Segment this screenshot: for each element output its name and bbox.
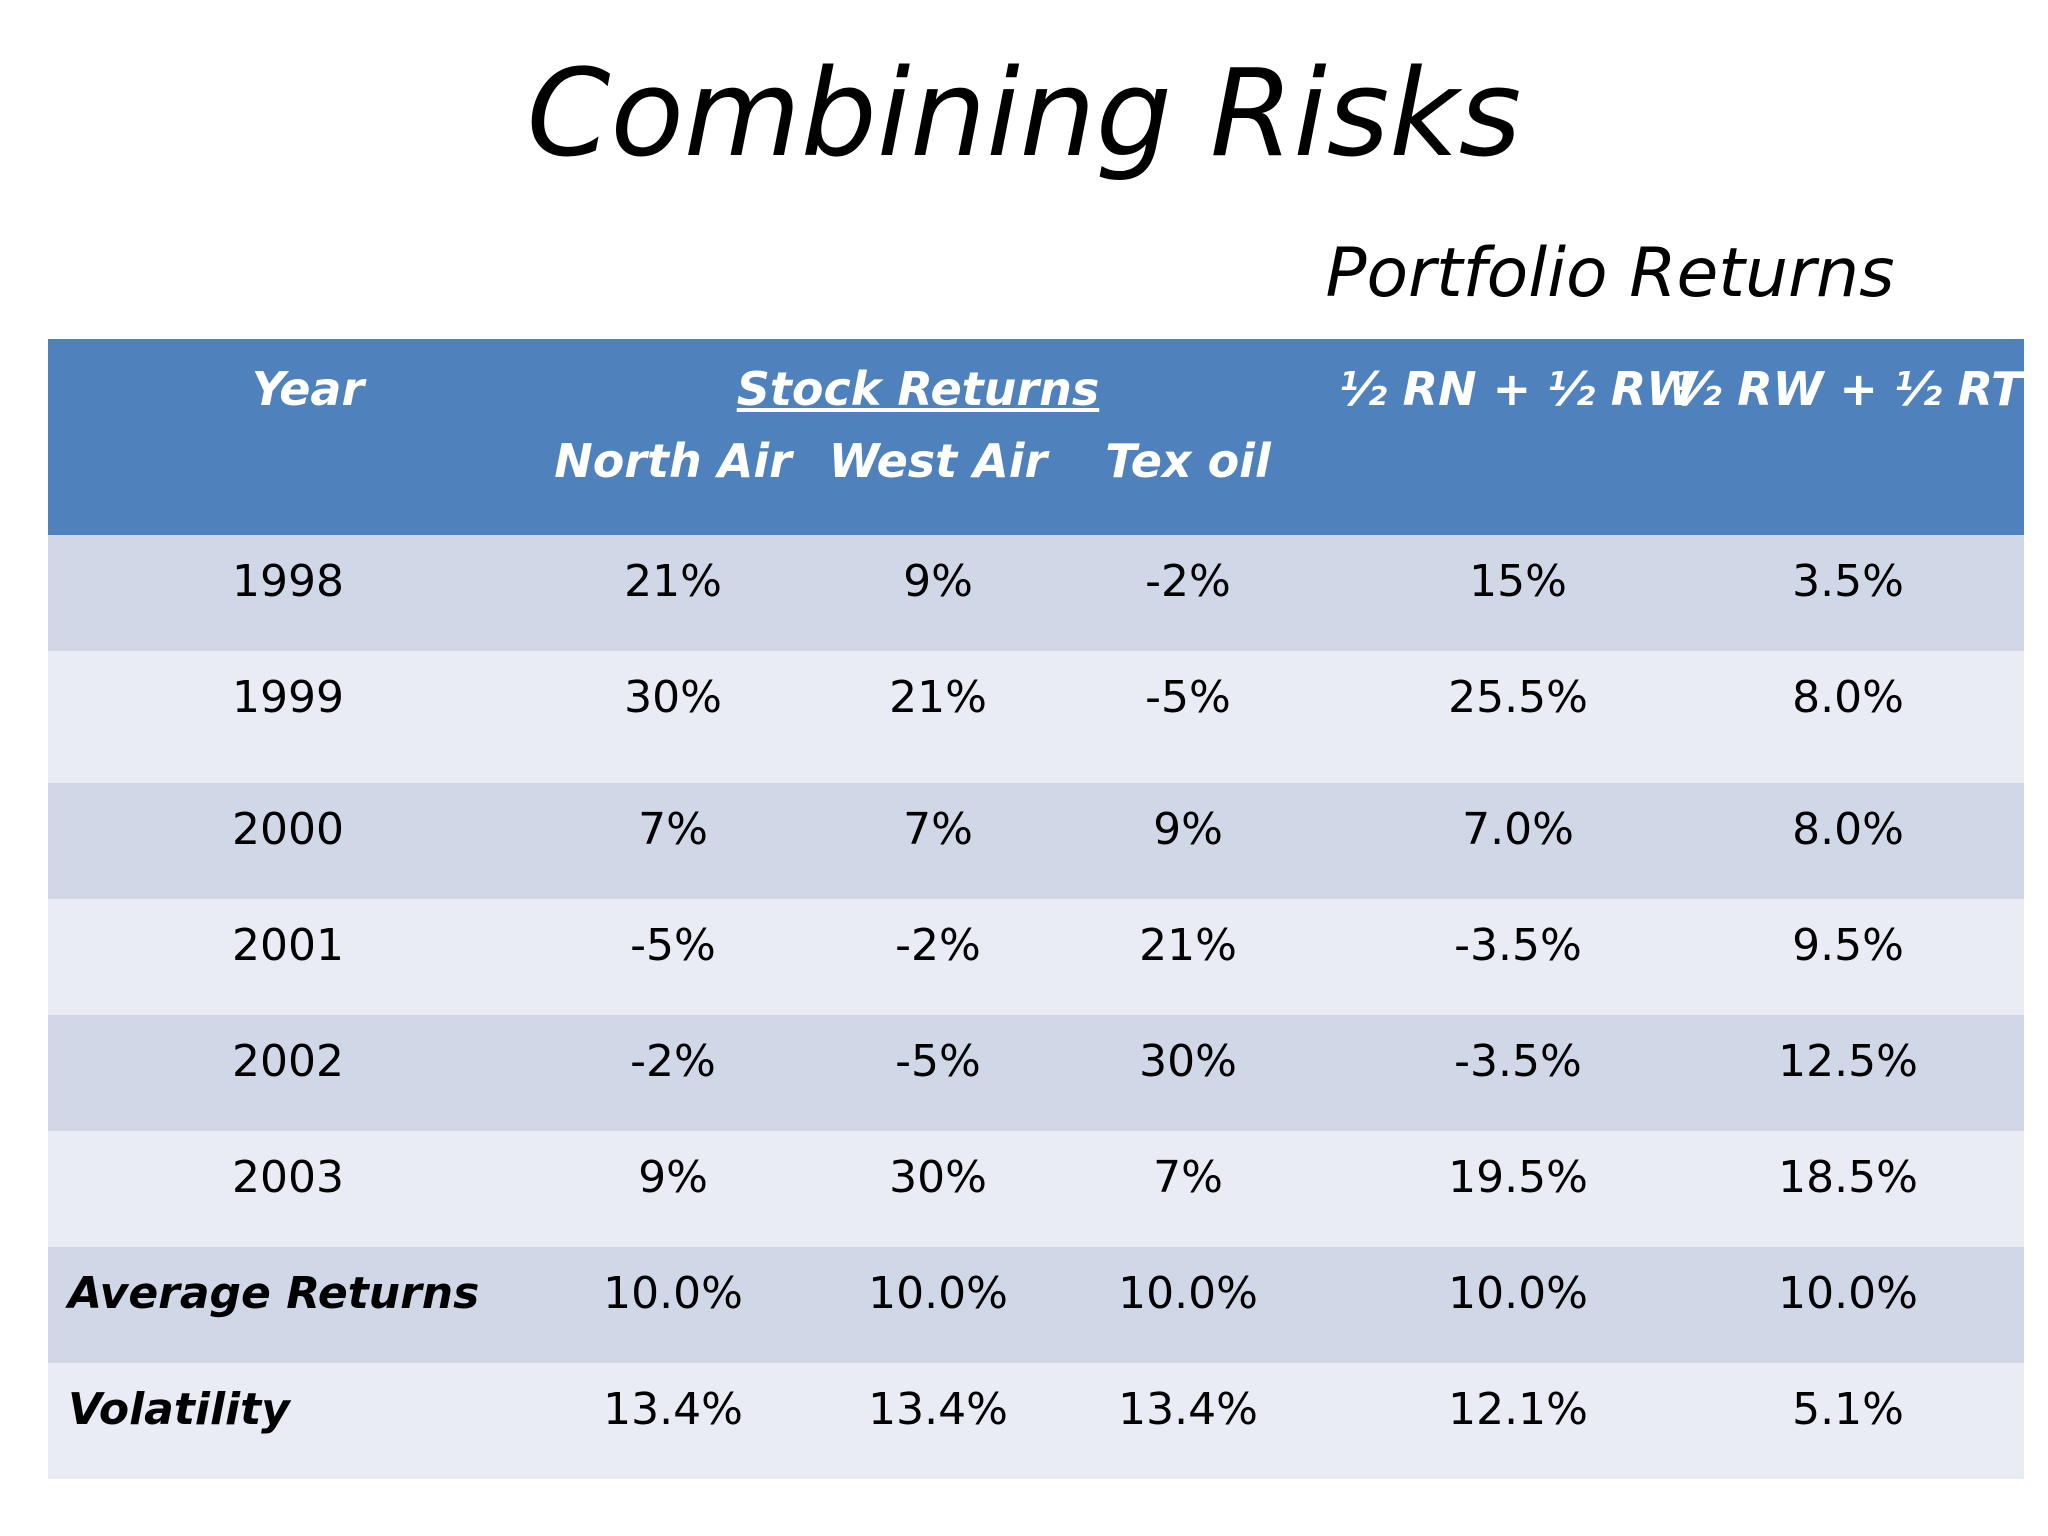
- cell-year: 2003: [232, 1151, 344, 1203]
- cell-west-air: 30%: [889, 1151, 987, 1203]
- cell-year: 1998: [232, 555, 344, 607]
- table-header: Year Stock Returns ½ RN + ½ RW ½ RW + ½ …: [48, 339, 2024, 535]
- cell-rw-rt: 18.5%: [1778, 1151, 1918, 1203]
- cell-north-air: -2%: [630, 1035, 716, 1087]
- cell-year: 2001: [232, 919, 344, 971]
- table-row: 2003 9% 30% 7% 19.5% 18.5%: [48, 1131, 2024, 1247]
- header-north-air: North Air: [554, 434, 792, 488]
- cell-rn-rw: 10.0%: [1448, 1267, 1588, 1319]
- cell-rn-rw: 19.5%: [1448, 1151, 1588, 1203]
- table-row: 1998 21% 9% -2% 15% 3.5%: [48, 535, 2024, 651]
- average-returns-row: Average Returns 10.0% 10.0% 10.0% 10.0% …: [48, 1247, 2024, 1363]
- cell-rn-rw: 7.0%: [1462, 803, 1574, 855]
- volatility-label: Volatility: [68, 1383, 290, 1435]
- cell-north-air: 30%: [624, 671, 722, 723]
- header-stock-returns: Stock Returns: [736, 362, 1100, 416]
- average-returns-label: Average Returns: [68, 1267, 480, 1319]
- cell-tex-oil: 30%: [1139, 1035, 1237, 1087]
- volatility-row: Volatility 13.4% 13.4% 13.4% 12.1% 5.1%: [48, 1363, 2024, 1479]
- cell-rw-rt: 8.0%: [1792, 671, 1904, 723]
- cell-rw-rt: 10.0%: [1778, 1267, 1918, 1319]
- table-row: 2002 -2% -5% 30% -3.5% 12.5%: [48, 1015, 2024, 1131]
- cell-west-air: -2%: [895, 919, 981, 971]
- portfolio-returns-subtitle: Portfolio Returns: [1325, 234, 1895, 313]
- cell-north-air: 7%: [638, 803, 708, 855]
- returns-table: Year Stock Returns ½ RN + ½ RW ½ RW + ½ …: [48, 339, 2024, 1479]
- cell-west-air: 9%: [903, 555, 973, 607]
- cell-rw-rt: 3.5%: [1792, 555, 1904, 607]
- header-tex-oil: Tex oil: [1105, 434, 1271, 488]
- header-portfolio-rn-rw: ½ RN + ½ RW: [1339, 362, 1697, 416]
- cell-west-air: 21%: [889, 671, 987, 723]
- table-row: 2001 -5% -2% 21% -3.5% 9.5%: [48, 899, 2024, 1015]
- cell-rn-rw: 15%: [1469, 555, 1567, 607]
- cell-tex-oil: 9%: [1153, 803, 1223, 855]
- cell-west-air: 13.4%: [868, 1383, 1008, 1435]
- cell-tex-oil: 13.4%: [1118, 1383, 1258, 1435]
- cell-rw-rt: 12.5%: [1778, 1035, 1918, 1087]
- cell-tex-oil: 10.0%: [1118, 1267, 1258, 1319]
- cell-rn-rw: -3.5%: [1454, 1035, 1582, 1087]
- cell-north-air: 21%: [624, 555, 722, 607]
- cell-year: 1999: [232, 671, 344, 723]
- table-row: 1999 30% 21% -5% 25.5% 8.0%: [48, 651, 2024, 783]
- cell-tex-oil: 21%: [1139, 919, 1237, 971]
- cell-year: 2002: [232, 1035, 344, 1087]
- cell-rn-rw: 12.1%: [1448, 1383, 1588, 1435]
- cell-tex-oil: -5%: [1145, 671, 1231, 723]
- cell-north-air: 10.0%: [603, 1267, 743, 1319]
- table-row: 2000 7% 7% 9% 7.0% 8.0%: [48, 783, 2024, 899]
- cell-rn-rw: 25.5%: [1448, 671, 1588, 723]
- cell-north-air: 13.4%: [603, 1383, 743, 1435]
- slide-title: Combining Risks: [526, 45, 1522, 184]
- header-west-air: West Air: [828, 434, 1048, 488]
- cell-rw-rt: 5.1%: [1792, 1383, 1904, 1435]
- cell-north-air: -5%: [630, 919, 716, 971]
- cell-west-air: -5%: [895, 1035, 981, 1087]
- cell-rw-rt: 8.0%: [1792, 803, 1904, 855]
- cell-west-air: 10.0%: [868, 1267, 1008, 1319]
- cell-tex-oil: 7%: [1153, 1151, 1223, 1203]
- cell-north-air: 9%: [638, 1151, 708, 1203]
- cell-rn-rw: -3.5%: [1454, 919, 1582, 971]
- cell-year: 2000: [232, 803, 344, 855]
- header-portfolio-rw-rt: ½ RW + ½ RT: [1673, 362, 2023, 416]
- cell-tex-oil: -2%: [1145, 555, 1231, 607]
- cell-west-air: 7%: [903, 803, 973, 855]
- header-year: Year: [251, 362, 365, 416]
- cell-rw-rt: 9.5%: [1792, 919, 1904, 971]
